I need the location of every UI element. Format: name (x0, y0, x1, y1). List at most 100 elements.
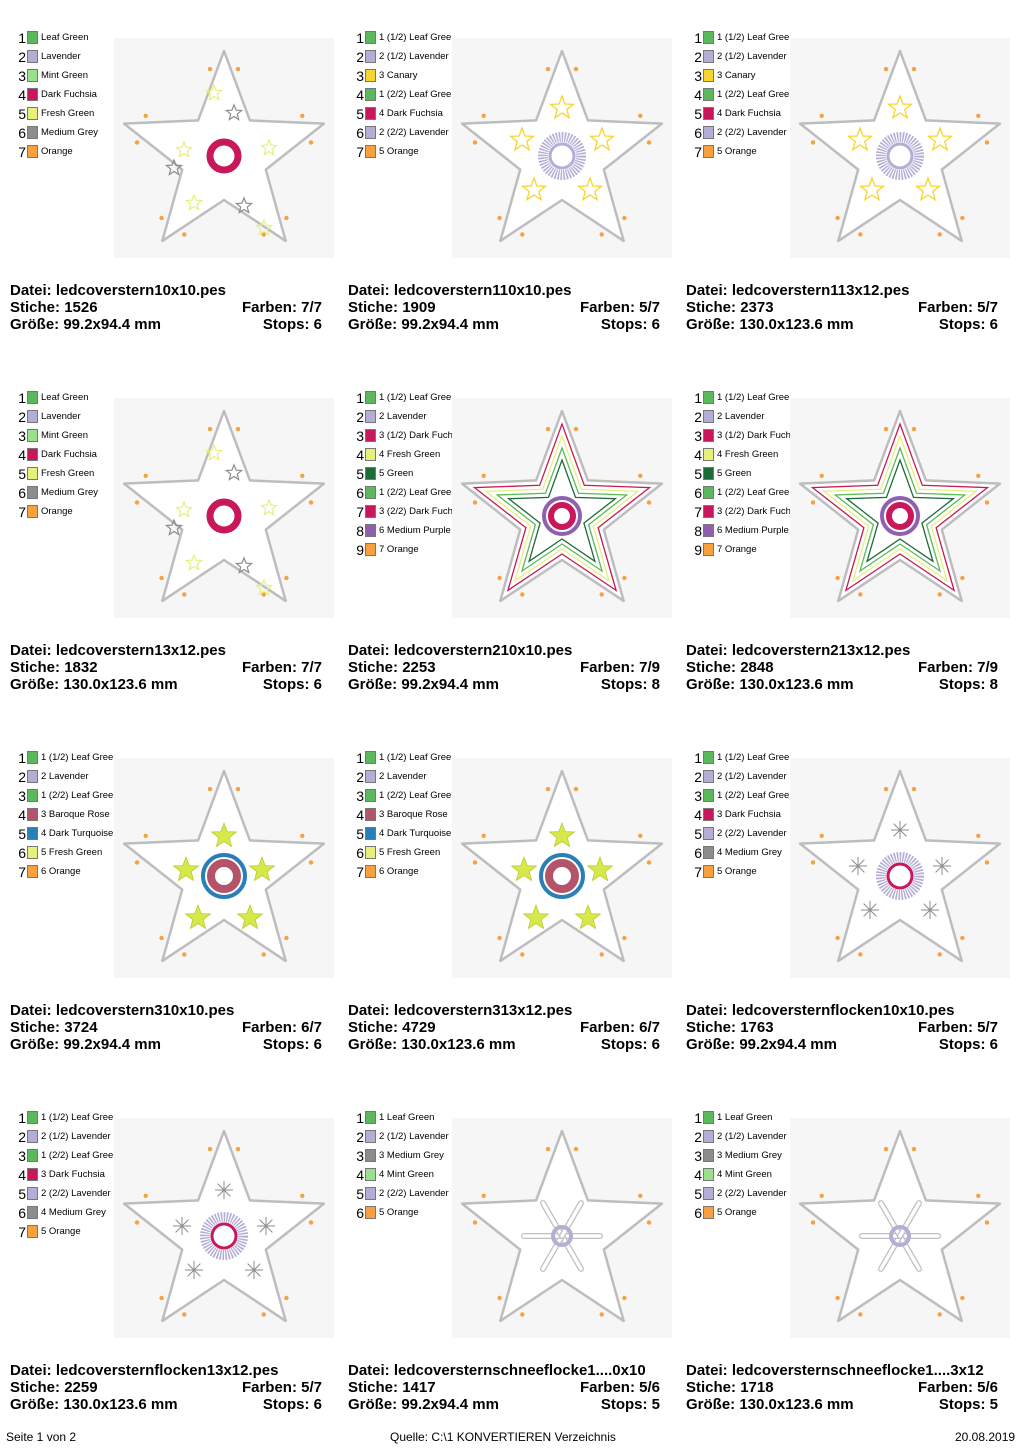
color-swatch (703, 1187, 714, 1200)
palette-number: 6 (18, 124, 26, 141)
placement-mark (960, 215, 965, 221)
color-swatch (365, 1206, 376, 1219)
color-name: 5 Green (379, 468, 414, 479)
placement-mark (638, 833, 643, 838)
design-preview (452, 398, 672, 618)
file-row: Datei: ledcoverstern213x12.pes (686, 642, 998, 659)
placement-mark (883, 786, 889, 792)
design-preview (790, 1118, 1010, 1338)
color-name: 1 (2/2) Leaf Gree (41, 1150, 114, 1161)
palette-number: 2 (694, 48, 702, 65)
palette-number: 4 (356, 86, 364, 103)
color-name: 4 Dark Turquoise (379, 828, 452, 839)
color-name: Medium Grey (41, 487, 99, 498)
outline-star (588, 126, 616, 152)
palette-entry: 5 Fresh Green (16, 464, 98, 483)
file-name: Datei: ledcoverstern113x12.pes (686, 282, 910, 299)
color-name: 2 (2/2) Lavender (379, 1188, 449, 1199)
palette-number: 4 (356, 806, 364, 823)
color-palette: 1 1 (1/2) Leaf Gree 2 2 Lavender 3 1 (2/2) Le… (354, 748, 451, 881)
color-name: 4 Fresh Green (717, 449, 779, 460)
design-size: Größe: 99.2x94.4 mm (10, 316, 161, 333)
color-name: 1 (2/2) Leaf Gree (379, 487, 452, 498)
design-size: Größe: 99.2x94.4 mm (686, 1036, 837, 1053)
color-name: 1 (1/2) Leaf Gree (41, 752, 114, 763)
color-swatch (27, 1187, 38, 1200)
color-name: Orange (41, 146, 73, 157)
placement-mark (573, 786, 579, 792)
outline-star (858, 176, 886, 202)
palette-entry: 1 1 Leaf Green (692, 1108, 787, 1127)
placement-mark (143, 113, 148, 119)
stitch-count: Stiche: 3724 (10, 1019, 98, 1036)
placement-mark (545, 426, 551, 432)
color-swatch (365, 789, 376, 802)
placement-mark (622, 575, 627, 581)
design-preview (114, 1118, 334, 1338)
palette-number: 3 (694, 787, 702, 804)
palette-entry: 7 5 Orange (692, 862, 789, 881)
placement-mark (976, 1193, 981, 1198)
color-count: Farben: 5/6 (579, 1379, 660, 1396)
center-fringe (876, 132, 924, 180)
palette-entry: 3 3 (1/2) Dark Fuch (692, 426, 791, 445)
color-count: Farben: 7/7 (241, 299, 322, 316)
palette-number: 1 (356, 1109, 364, 1126)
stop-count: Stops: 8 (600, 676, 660, 693)
star-outline (122, 409, 326, 603)
placement-mark (159, 575, 164, 581)
placement-mark (300, 1193, 305, 1198)
palette-entry: 5 4 Dark Fuchsia (354, 104, 451, 123)
placement-mark (638, 473, 643, 478)
stop-count: Stops: 6 (938, 1036, 998, 1053)
placement-mark (143, 833, 148, 838)
color-swatch (703, 391, 714, 404)
color-swatch (27, 865, 38, 878)
palette-entry: 3 Mint Green (16, 66, 98, 85)
stop-count: Stops: 8 (938, 676, 998, 693)
color-name: 3 Canary (379, 70, 418, 81)
palette-entry: 6 4 Medium Grey (16, 1203, 113, 1222)
stop-count: Stops: 5 (600, 1396, 660, 1413)
design-size: Größe: 130.0x123.6 mm (686, 316, 854, 333)
placement-mark (937, 232, 942, 237)
palette-number: 8 (694, 522, 702, 539)
design-card: 1 1 (1/2) Leaf Gree 2 2 (1/2) Lavender 3 3 Ca… (348, 20, 678, 360)
color-name: 2 Lavender (379, 411, 427, 422)
placement-mark (300, 113, 305, 119)
placement-mark (497, 1295, 502, 1301)
palette-entry: 3 3 Medium Grey (692, 1146, 787, 1165)
flake-motif (891, 821, 909, 839)
flake-motif (173, 1217, 191, 1235)
color-name: 5 Fresh Green (41, 847, 103, 858)
placement-mark (810, 860, 816, 865)
design-info: Datei: ledcoverstern213x12.pes Stiche: 28… (686, 642, 998, 693)
color-palette: 1 1 (1/2) Leaf Gree 2 2 (1/2) Lavender 3 3 Ca… (692, 28, 789, 161)
palette-number: 3 (356, 427, 364, 444)
small-star (174, 140, 194, 158)
flake-motif (861, 901, 879, 919)
color-swatch (365, 1149, 376, 1162)
color-name: 4 Dark Turquoise (41, 828, 114, 839)
color-swatch (27, 1168, 38, 1181)
placement-mark (207, 66, 213, 72)
color-name: 2 (2/2) Lavender (379, 127, 449, 138)
color-swatch (27, 467, 38, 480)
color-name: 1 (1/2) Leaf Gree (41, 1112, 114, 1123)
palette-entry: 9 7 Orange (354, 540, 453, 559)
color-name: 3 Baroque Rose (41, 809, 110, 820)
stop-count: Stops: 5 (938, 1396, 998, 1413)
file-row: Datei: ledcoversternschneeflocke1....0x1… (348, 1362, 660, 1379)
palette-entry: 4 3 Baroque Rose (16, 805, 113, 824)
color-swatch (703, 410, 714, 423)
palette-number: 3 (18, 1147, 26, 1164)
color-name: 4 Medium Grey (717, 847, 782, 858)
design-info: Datei: ledcoversternflocken13x12.pes Stic… (10, 1362, 322, 1413)
color-name: 2 (2/2) Lavender (41, 1188, 111, 1199)
center-ring (886, 502, 914, 530)
color-swatch (365, 69, 376, 82)
color-swatch (27, 69, 38, 82)
color-name: 4 Mint Green (717, 1169, 772, 1180)
center-fringe (876, 852, 924, 900)
placement-mark (134, 140, 140, 145)
